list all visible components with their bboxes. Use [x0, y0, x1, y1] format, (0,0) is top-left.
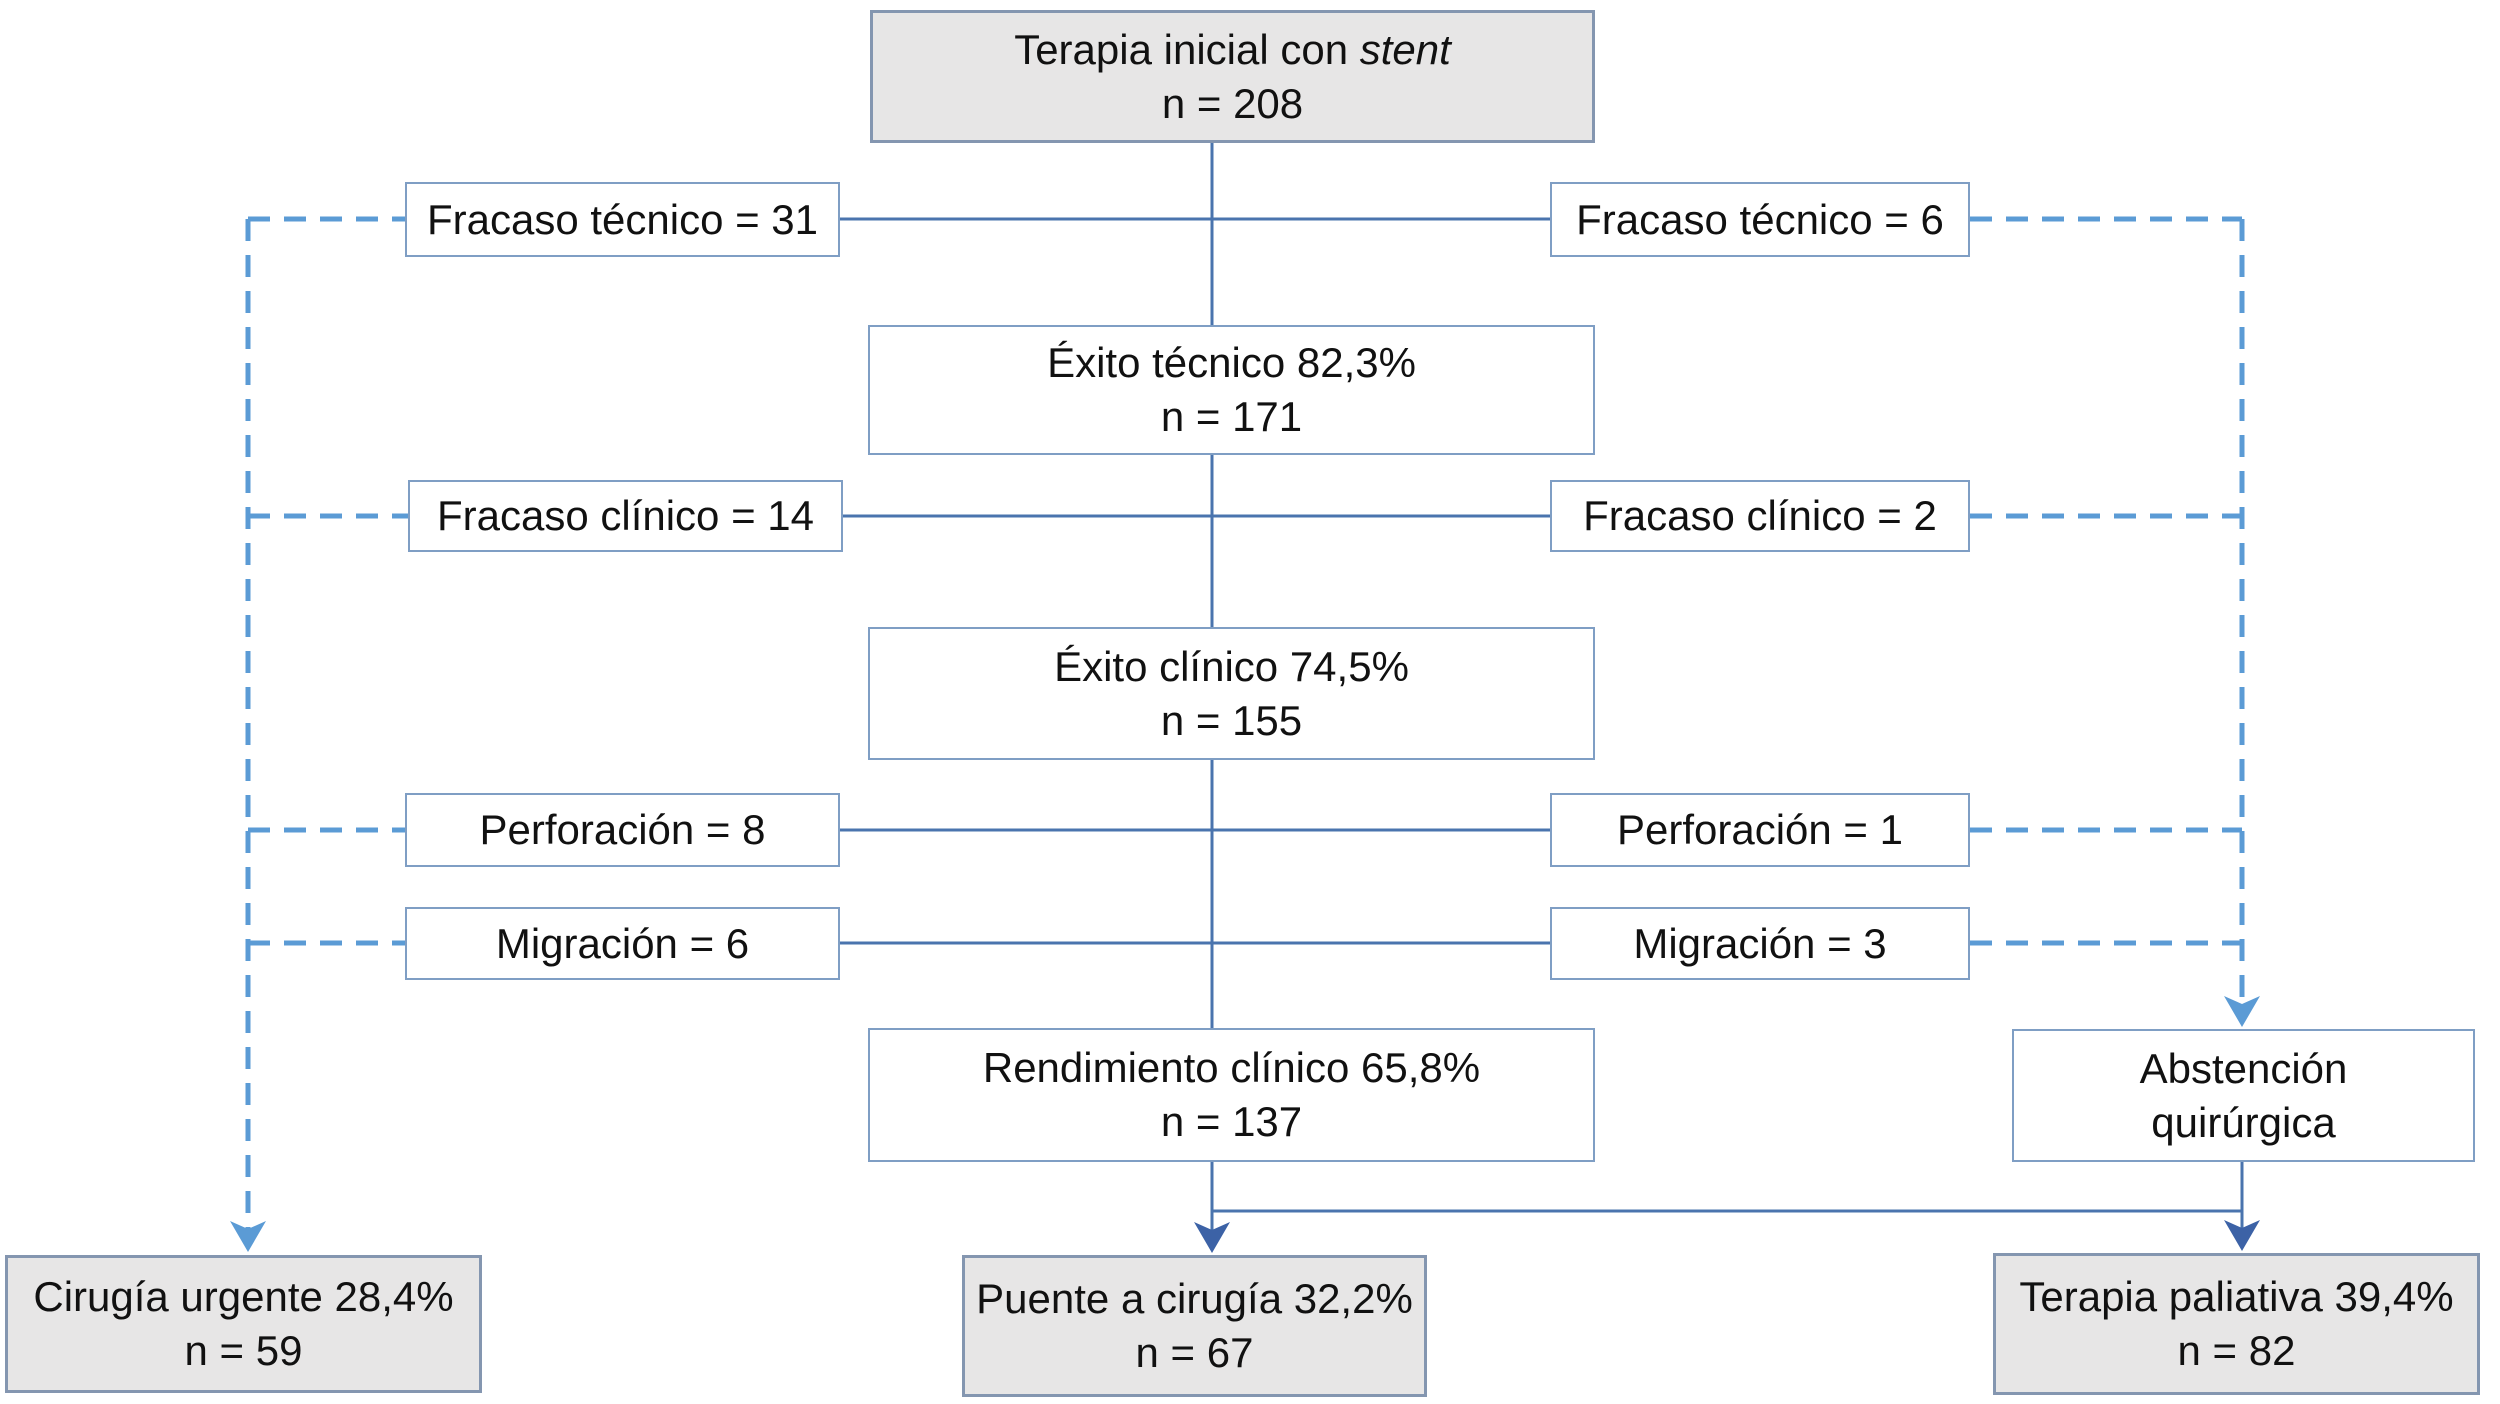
node-bridge-to-surgery: Puente a cirugía 32,2% n = 67	[962, 1255, 1427, 1397]
node-clinical-success-line1: Éxito clínico 74,5%	[1054, 642, 1409, 690]
node-migration-left: Migración = 6	[405, 907, 840, 980]
node-surgical-abstention: Abstención quirúrgica	[2012, 1029, 2475, 1162]
node-label: Fracaso técnico = 6	[1576, 195, 1944, 243]
node-technical-success-line2: n = 171	[1160, 393, 1303, 440]
node-technical-success: Éxito técnico 82,3% n = 171	[868, 325, 1595, 455]
node-label: Perforación = 1	[1616, 806, 1903, 854]
node-urgent-surgery: Cirugía urgente 28,4% n = 59	[5, 1255, 482, 1393]
node-perforation-left: Perforación = 8	[405, 793, 840, 867]
node-clinical-performance: Rendimiento clínico 65,8% n = 137	[868, 1028, 1595, 1162]
arrowhead-abstention	[2224, 996, 2260, 1027]
solid-connector-lines	[840, 143, 2244, 1238]
node-bridge-to-surgery-line1: Puente a cirugía 32,2%	[976, 1275, 1413, 1323]
arrowhead-urgent-surgery	[230, 1221, 266, 1252]
node-label: Migración = 3	[1633, 919, 1887, 967]
node-palliative-therapy: Terapia paliativa 39,4% n = 82	[1993, 1253, 2480, 1395]
node-urgent-surgery-line1: Cirugía urgente 28,4%	[33, 1273, 454, 1321]
node-label: Fracaso técnico = 31	[426, 195, 819, 243]
node-technical-failure-left: Fracaso técnico = 31	[405, 182, 840, 257]
node-urgent-surgery-line2: n = 59	[184, 1327, 303, 1374]
node-initial-therapy-line1: Terapia inicial con stent	[1014, 23, 1451, 77]
node-text-italic: stent	[1359, 25, 1451, 73]
node-initial-therapy: Terapia inicial con stent n = 208	[870, 10, 1595, 143]
node-label: Fracaso clínico = 14	[436, 492, 814, 540]
node-surgical-abstention-line1: Abstención	[2139, 1044, 2348, 1092]
arrowhead-bridge-surgery	[1194, 1222, 1230, 1253]
node-technical-success-line1: Éxito técnico 82,3%	[1047, 339, 1416, 387]
node-clinical-performance-line2: n = 137	[1160, 1098, 1303, 1145]
dashed-connector-lines	[245, 216, 2245, 1234]
node-palliative-therapy-line2: n = 82	[2177, 1327, 2296, 1374]
node-technical-failure-right: Fracaso técnico = 6	[1550, 182, 1970, 257]
node-label: Perforación = 8	[479, 806, 766, 854]
node-label: Migración = 6	[495, 919, 750, 967]
node-clinical-success-line2: n = 155	[1160, 696, 1303, 744]
node-clinical-failure-right: Fracaso clínico = 2	[1550, 480, 1970, 552]
node-migration-right: Migración = 3	[1550, 907, 1970, 980]
node-bridge-to-surgery-line2: n = 67	[1135, 1329, 1254, 1376]
node-perforation-right: Perforación = 1	[1550, 793, 1970, 867]
node-clinical-performance-line1: Rendimiento clínico 65,8%	[982, 1044, 1481, 1092]
node-surgical-abstention-line2: quirúrgica	[2151, 1098, 2336, 1146]
node-clinical-failure-left: Fracaso clínico = 14	[408, 480, 843, 552]
arrowhead-palliative	[2224, 1220, 2260, 1251]
node-clinical-success: Éxito clínico 74,5% n = 155	[868, 627, 1595, 760]
node-text: Terapia inicial con	[1014, 25, 1360, 73]
node-palliative-therapy-line1: Terapia paliativa 39,4%	[2019, 1273, 2454, 1321]
node-initial-therapy-line2: n = 208	[1161, 79, 1304, 127]
node-label: Fracaso clínico = 2	[1583, 492, 1937, 540]
